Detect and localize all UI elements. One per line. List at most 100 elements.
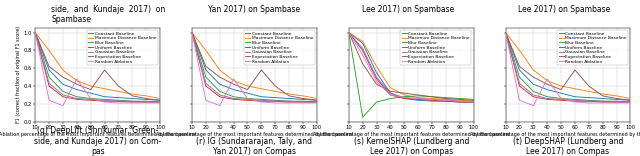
Blur Baseline [414,95,422,97]
Text: Yan 2017) on Spambase: Yan 2017) on Spambase [208,5,300,14]
Expectation Baseline [156,99,164,101]
Line: Expectation Baseline: Expectation Baseline [35,33,160,100]
Uniform Baseline [285,101,293,103]
Random Ablation [271,102,279,104]
Line: Maximum Distance Baseline: Maximum Distance Baseline [192,33,317,98]
Gaussian Baseline [129,100,136,102]
Maximum Distance Baseline [627,98,634,99]
Gaussian Baseline [502,32,509,34]
Uniform Baseline [502,32,509,34]
Gaussian Baseline [45,82,53,84]
Blur Baseline [59,90,67,92]
Maximum Distance Baseline [612,95,620,97]
Constant Baseline [129,98,136,99]
Line: Random Ablation: Random Ablation [35,33,160,106]
Text: Lee 2017) on Spambase: Lee 2017) on Spambase [362,5,454,14]
Random Ablation [442,99,450,101]
Uniform Baseline [100,100,108,102]
Random Ablation [100,101,108,103]
Maximum Distance Baseline [428,98,436,99]
Expectation Baseline [612,98,620,99]
Random Ablation [142,102,150,104]
Uniform Baseline [516,85,524,87]
Uniform Baseline [387,94,394,96]
Constant Baseline [100,96,108,98]
Maximum Distance Baseline [31,32,39,34]
Maximum Distance Baseline [502,32,509,34]
Blur Baseline [516,76,524,78]
Random Ablation [456,100,463,102]
Constant Baseline [216,83,223,85]
Expectation Baseline [59,76,67,78]
Maximum Distance Baseline [216,69,223,71]
Constant Baseline [31,32,39,34]
Blur Baseline [156,101,164,103]
Random Ablation [529,105,537,107]
Legend: Constant Baseline, Maximum Distance Baseline, Blur Baseline, Uniform Baseline, G: Constant Baseline, Maximum Distance Base… [401,30,472,65]
Blur Baseline [442,97,450,99]
Uniform Baseline [529,96,537,98]
Gaussian Baseline [516,82,524,84]
Expectation Baseline [516,66,524,67]
Expectation Baseline [271,85,279,87]
Blur Baseline [571,98,579,100]
Random Ablation [516,99,524,101]
Gaussian Baseline [285,100,293,102]
Maximum Distance Baseline [230,80,237,82]
Gaussian Baseline [202,82,210,84]
Random Ablation [401,97,408,99]
Random Ablation [387,94,394,96]
Blur Baseline [585,99,593,101]
Uniform Baseline [612,101,620,103]
Uniform Baseline [414,98,422,100]
Legend: Constant Baseline, Maximum Distance Baseline, Blur Baseline, Uniform Baseline, G: Constant Baseline, Maximum Distance Base… [244,30,315,65]
Random Ablation [557,98,565,99]
Expectation Baseline [627,99,634,101]
Random Ablation [216,105,223,107]
Expectation Baseline [285,95,293,97]
Maximum Distance Baseline [456,99,463,101]
Random Ablation [627,102,634,104]
Expectation Baseline [216,76,223,78]
Gaussian Baseline [414,98,422,99]
Line: Gaussian Baseline: Gaussian Baseline [506,33,630,102]
Maximum Distance Baseline [59,69,67,71]
Gaussian Baseline [313,101,321,103]
Expectation Baseline [257,69,265,71]
Gaussian Baseline [557,98,565,100]
Maximum Distance Baseline [414,97,422,99]
Text: (q) DeepLift (Shrikumar, Green-
side, and Kundaje 2017) on Com-
pas: (q) DeepLift (Shrikumar, Green- side, an… [34,126,161,156]
Line: Constant Baseline: Constant Baseline [349,33,474,102]
Line: Blur Baseline: Blur Baseline [349,33,474,117]
Uniform Baseline [442,100,450,102]
Line: Constant Baseline: Constant Baseline [506,33,630,100]
Constant Baseline [428,100,436,102]
Constant Baseline [299,98,307,100]
Uniform Baseline [543,98,551,100]
Line: Expectation Baseline: Expectation Baseline [349,33,474,100]
Constant Baseline [470,101,477,103]
Gaussian Baseline [359,48,367,49]
Expectation Baseline [345,32,353,34]
Gaussian Baseline [442,99,450,101]
Expectation Baseline [313,99,321,101]
Constant Baseline [59,83,67,85]
Maximum Distance Baseline [387,87,394,89]
Gaussian Baseline [156,101,164,103]
Gaussian Baseline [100,99,108,101]
Constant Baseline [73,89,81,90]
Line: Expectation Baseline: Expectation Baseline [506,33,630,100]
Maximum Distance Baseline [571,88,579,90]
Blur Baseline [230,96,237,98]
Expectation Baseline [31,32,39,34]
Blur Baseline [142,100,150,102]
Blur Baseline [244,98,252,99]
Blur Baseline [612,100,620,102]
Maximum Distance Baseline [244,85,252,87]
Line: Uniform Baseline: Uniform Baseline [349,33,474,102]
Gaussian Baseline [470,101,477,103]
Constant Baseline [188,32,196,34]
Random Ablation [115,102,122,104]
Line: Blur Baseline: Blur Baseline [506,33,630,102]
Gaussian Baseline [115,100,122,102]
